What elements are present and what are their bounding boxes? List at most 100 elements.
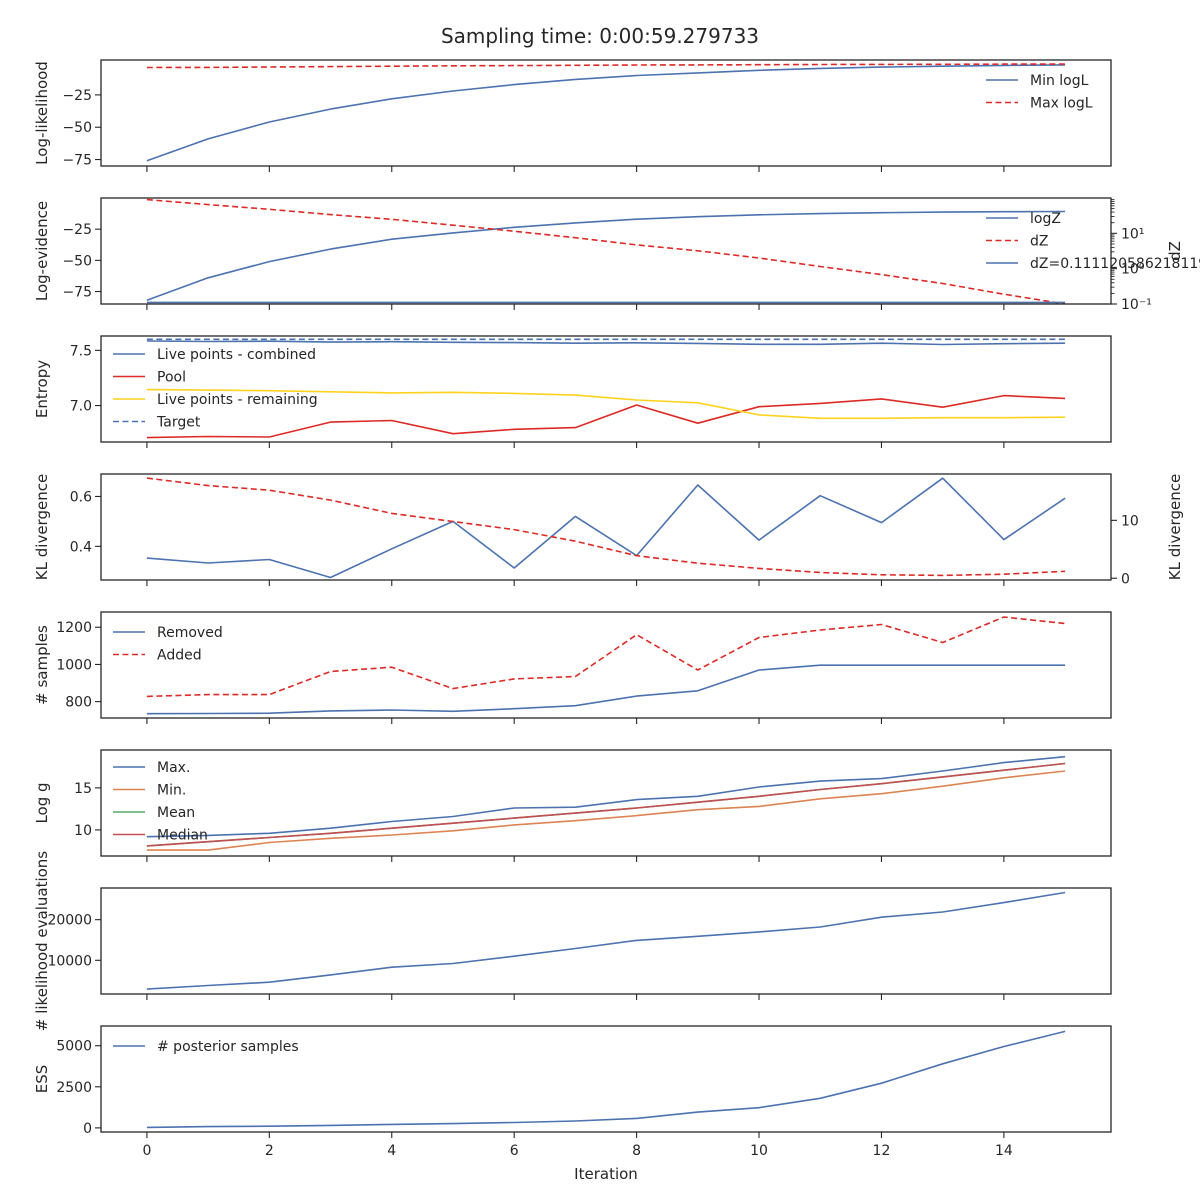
x-tick-label: 12 [873, 1143, 891, 1159]
panel-4: 800 1000 1200 # samples Removed Added [33, 611, 1112, 724]
panel-6: 10000 20000# likelihood evaluations [33, 851, 1112, 1031]
series-line-0 [146, 664, 1066, 715]
y-tick-label: −75 [62, 153, 92, 169]
y-tick-label: 7.5 [70, 343, 92, 359]
series-line-0 [146, 210, 1066, 302]
y-axis-label: Log g [33, 782, 51, 823]
series-line-1 [146, 770, 1066, 851]
legend-label: logZ [1030, 211, 1061, 227]
legend-label: Max. [157, 760, 190, 776]
y-axis-label: Log-likelihood [33, 61, 51, 165]
y2-tick-label: 10⁻¹ [1121, 297, 1152, 313]
axes-frame [100, 1025, 1112, 1133]
series-group [146, 63, 1066, 162]
y2-tick-label: 10 [1121, 513, 1139, 529]
legend-label: Target [156, 415, 201, 431]
series-line-0 [146, 1030, 1066, 1129]
y-tick-label: 0 [83, 1121, 92, 1137]
panel-0: −75 −50 −25 Log-likelihood Min logL Max logL [33, 59, 1112, 172]
y2-axis-label: dZ [1166, 241, 1184, 261]
y-tick-label: −50 [62, 120, 92, 136]
x-tick-label: 0 [142, 1143, 151, 1159]
legend-label: Min. [157, 783, 186, 799]
y-axis-label: Entropy [33, 360, 51, 418]
series-group [146, 338, 1066, 439]
legend-label: Live points - remaining [157, 392, 318, 408]
axes-frame [100, 749, 1112, 857]
series-line-2 [146, 388, 1066, 420]
panel-5: 10 15 Log g Max. Min. Mean Median [33, 749, 1112, 862]
y2-tick-label: 10⁰ [1121, 262, 1145, 278]
series-group [146, 891, 1066, 990]
axes-frame [100, 335, 1112, 443]
legend-label: dZ [1030, 234, 1048, 250]
y-tick-label: 10000 [47, 953, 92, 969]
series-group [146, 1030, 1066, 1129]
x-tick-label: 2 [265, 1143, 274, 1159]
y-tick-label: 0.4 [70, 539, 92, 555]
y-tick-label: −25 [62, 88, 92, 104]
y2-tick-label: 10¹ [1121, 226, 1144, 242]
x-tick-label: 8 [632, 1143, 641, 1159]
series-group [146, 755, 1066, 851]
series-group [146, 198, 1066, 304]
legend-label: # posterior samples [157, 1039, 299, 1055]
y-tick-label: 5000 [56, 1039, 92, 1055]
axes-frame [100, 59, 1112, 167]
x-tick-label: 4 [387, 1143, 396, 1159]
x-axis-label: Iteration [574, 1165, 638, 1183]
y-tick-label: 15 [74, 781, 92, 797]
axes-frame [100, 887, 1112, 995]
legend: # posterior samples [113, 1039, 299, 1055]
x-tick-label: 14 [995, 1143, 1013, 1159]
series-line-0 [146, 340, 1066, 346]
legend-label: Added [157, 648, 202, 664]
legend-label: Mean [157, 805, 195, 821]
series-group [146, 616, 1066, 715]
y-axis-label: # samples [33, 625, 51, 705]
series-line-1 [146, 394, 1066, 439]
x-tick-label: 10 [750, 1143, 768, 1159]
y-axis-label: # likelihood evaluations [33, 851, 51, 1031]
y2-tick-label: 0 [1121, 571, 1130, 587]
x-tick-label: 6 [510, 1143, 519, 1159]
series-line-3 [146, 762, 1066, 847]
y-tick-label: 0.6 [70, 489, 92, 505]
legend-label: Live points - combined [157, 347, 316, 363]
legend-label: Median [157, 828, 208, 844]
panel-1: −75−50−25Log-evidence10⁻¹10⁰10¹dZlogZdZd… [33, 197, 1200, 313]
panel-3: 0.4 0.6 KL divergence 0 10 KL divergence [33, 473, 1184, 587]
legend-label: Removed [157, 625, 223, 641]
axes-frame [100, 473, 1112, 581]
y-tick-label: 800 [65, 695, 92, 711]
figure-title: Sampling time: 0:00:59.279733 [441, 24, 759, 48]
series-line-1 [146, 616, 1066, 698]
y-axis-label: KL divergence [33, 474, 51, 580]
legend-label: dZ=0.11112058621811904 [1030, 256, 1200, 272]
y-tick-label: 2500 [56, 1080, 92, 1096]
legend-label: Min logL [1030, 73, 1089, 89]
legend-label: Max logL [1030, 96, 1093, 112]
legend: Live points - combined Pool Live points - … [113, 347, 318, 431]
series-group [146, 477, 1066, 579]
y-tick-label: −25 [62, 222, 92, 238]
series-line-2 [146, 762, 1066, 847]
y-tick-label: 10 [74, 823, 92, 839]
y-tick-label: 1200 [56, 620, 92, 636]
series-line-1 [146, 63, 1066, 69]
y-axis-label: Log-evidence [33, 201, 51, 301]
axes-frame [100, 197, 1112, 305]
y-tick-label: −75 [62, 285, 92, 301]
y-tick-label: 20000 [47, 913, 92, 929]
series-line-0 [146, 755, 1066, 838]
series-line-0 [146, 477, 1066, 579]
series-line-0 [146, 64, 1066, 162]
series-line-1 [146, 198, 1066, 304]
legend: Min logL Max logL [986, 73, 1093, 112]
y2-axis-label: KL divergence [1166, 474, 1184, 580]
legend: Removed Added [113, 625, 223, 664]
y-tick-label: −50 [62, 253, 92, 269]
